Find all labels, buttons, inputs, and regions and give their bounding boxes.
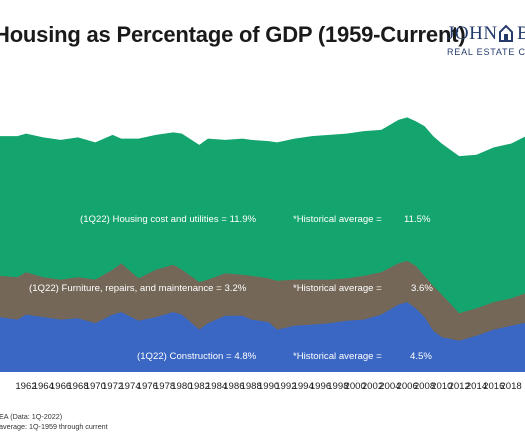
x-tick-label: 2004 (379, 381, 401, 392)
annotation-housing-cost-and-utilities: (1Q22) Housing cost and utilities = 11.9… (80, 214, 257, 225)
logo-word-john: JOHN (447, 23, 498, 44)
historical-average-label-furniture-repairs-and-maintenance: *Historical average = (293, 283, 382, 294)
x-tick-label: 2002 (362, 381, 383, 392)
logo-word-bu: BU (517, 23, 525, 44)
area-construction (0, 302, 525, 372)
x-tick-label: 1964 (33, 381, 55, 392)
x-tick-label: 1970 (85, 381, 106, 392)
series-annotations: (1Q22) Housing cost and utilities = 11.9… (29, 214, 433, 362)
x-tick-label: 1980 (171, 381, 192, 392)
logo-tagline: REAL ESTATE CON (447, 47, 525, 57)
x-tick-label: 1998 (327, 381, 348, 392)
x-tick-label: 1974 (119, 381, 141, 392)
x-tick-label: 1988 (241, 381, 262, 392)
x-tick-label: 1962 (15, 381, 36, 392)
x-tick-label: 2018 (500, 381, 521, 392)
x-tick-label: 2016 (483, 381, 504, 392)
x-tick-label: 1978 (154, 381, 175, 392)
x-tick-label: 1994 (293, 381, 315, 392)
chart-title: Housing as Percentage of GDP (1959-Curre… (0, 22, 466, 47)
x-tick-label: 2014 (466, 381, 488, 392)
x-axis-tick-labels: 1962196419661968197019721974197619781980… (15, 381, 521, 392)
x-tick-label: 2008 (414, 381, 435, 392)
company-logo: JOHN BU REAL ESTATE CON (447, 23, 525, 63)
x-tick-label: 2000 (345, 381, 366, 392)
x-tick-label: 1996 (310, 381, 331, 392)
x-tick-label: 1968 (67, 381, 88, 392)
x-tick-label: 1990 (258, 381, 279, 392)
historical-average-value-furniture-repairs-and-maintenance: 3.6% (411, 283, 433, 294)
source-note-line: average: 1Q-1959 through current (0, 422, 108, 431)
x-tick-label: 1982 (189, 381, 210, 392)
x-tick-label: 2010 (431, 381, 452, 392)
area-layers (0, 117, 525, 372)
x-tick-label: 1986 (223, 381, 244, 392)
historical-average-label-construction: *Historical average = (293, 351, 382, 362)
x-tick-label: 1972 (102, 381, 123, 392)
x-tick-label: 1976 (137, 381, 158, 392)
x-tick-label: 1984 (206, 381, 228, 392)
annotation-construction: (1Q22) Construction = 4.8% (137, 351, 257, 362)
source-note-line: EA (Data: 1Q-2022) (0, 412, 62, 421)
historical-average-value-housing-cost-and-utilities: 11.5% (404, 214, 431, 225)
x-tick-label: 1992 (275, 381, 296, 392)
historical-average-label-housing-cost-and-utilities: *Historical average = (293, 214, 382, 225)
x-tick-label: 2006 (397, 381, 418, 392)
x-tick-label: 1966 (50, 381, 71, 392)
annotation-furniture-repairs-and-maintenance: (1Q22) Furniture, repairs, and maintenan… (29, 283, 247, 294)
house-icon (499, 24, 513, 42)
source-notes: EA (Data: 1Q-2022)average: 1Q-1959 throu… (0, 412, 108, 431)
historical-average-value-construction: 4.5% (410, 351, 432, 362)
x-tick-label: 2012 (449, 381, 470, 392)
